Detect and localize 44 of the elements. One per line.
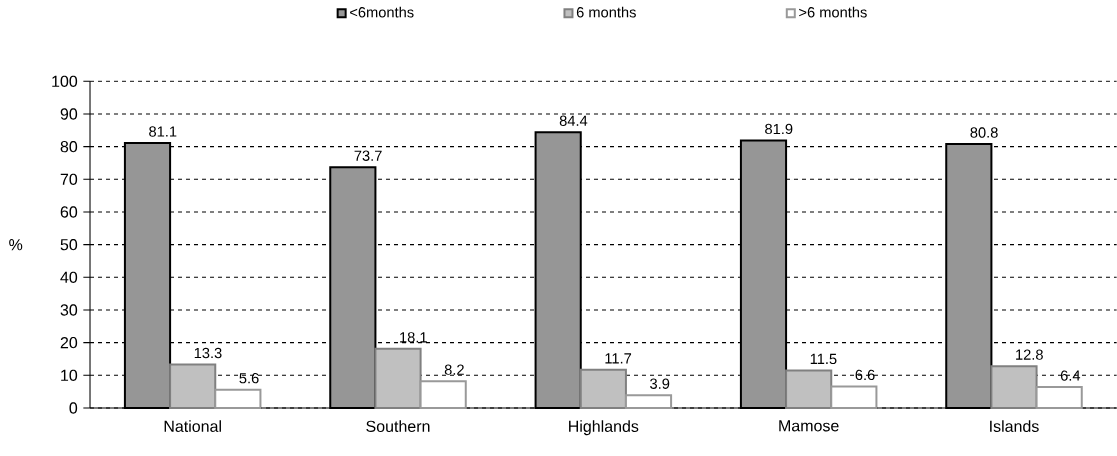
bar: [785, 369, 833, 409]
y-tick-label: 20: [60, 336, 78, 349]
legend-label: 6 months: [576, 6, 636, 18]
y-tick-label: 70: [60, 173, 78, 185]
data-label: 3.9: [650, 378, 670, 389]
data-label: 6.6: [855, 369, 875, 381]
data-label: 81.9: [765, 123, 793, 135]
y-tick-label: 10: [61, 369, 78, 381]
data-label: 81.1: [149, 126, 177, 137]
y-tick-label: 90: [60, 108, 78, 120]
x-tick-label: Islands: [990, 420, 1039, 432]
y-tick-label: 100: [52, 75, 78, 87]
data-label: 80.8: [970, 127, 998, 138]
bar: [990, 365, 1038, 409]
bar: [579, 368, 627, 409]
x-tick-label: Highlands: [569, 420, 639, 436]
x-tick-label: Mamose: [779, 420, 839, 432]
data-label: 11.7: [605, 353, 632, 364]
x-tick-label: Southern: [366, 420, 430, 432]
legend-label: >6 months: [799, 6, 867, 18]
bar: [374, 347, 422, 409]
legend-label: <6months: [350, 6, 414, 18]
bar: [830, 385, 878, 409]
bar: [169, 363, 217, 409]
bar: [214, 388, 262, 409]
bar: [419, 380, 467, 409]
y-tick-label: 60: [60, 206, 78, 218]
data-label: 84.4: [559, 115, 588, 126]
data-label: 11.5: [810, 353, 837, 365]
data-label: 6.4: [1060, 370, 1081, 381]
y-tick-label: 40: [60, 271, 78, 283]
y-axis-title: %: [9, 239, 23, 251]
x-tick-label: National: [164, 420, 221, 432]
data-label: 8.2: [444, 364, 464, 375]
data-label: 73.7: [354, 150, 382, 161]
data-label: 5.6: [239, 372, 259, 384]
bar: [1035, 386, 1083, 409]
y-tick-label: 80: [60, 141, 78, 153]
y-tick-label: 30: [60, 304, 78, 316]
bar: [624, 394, 673, 409]
data-label: 12.8: [1016, 349, 1043, 360]
y-tick-label: 0: [69, 402, 78, 414]
data-label: 13.3: [194, 347, 222, 359]
y-tick-label: 50: [60, 239, 78, 251]
